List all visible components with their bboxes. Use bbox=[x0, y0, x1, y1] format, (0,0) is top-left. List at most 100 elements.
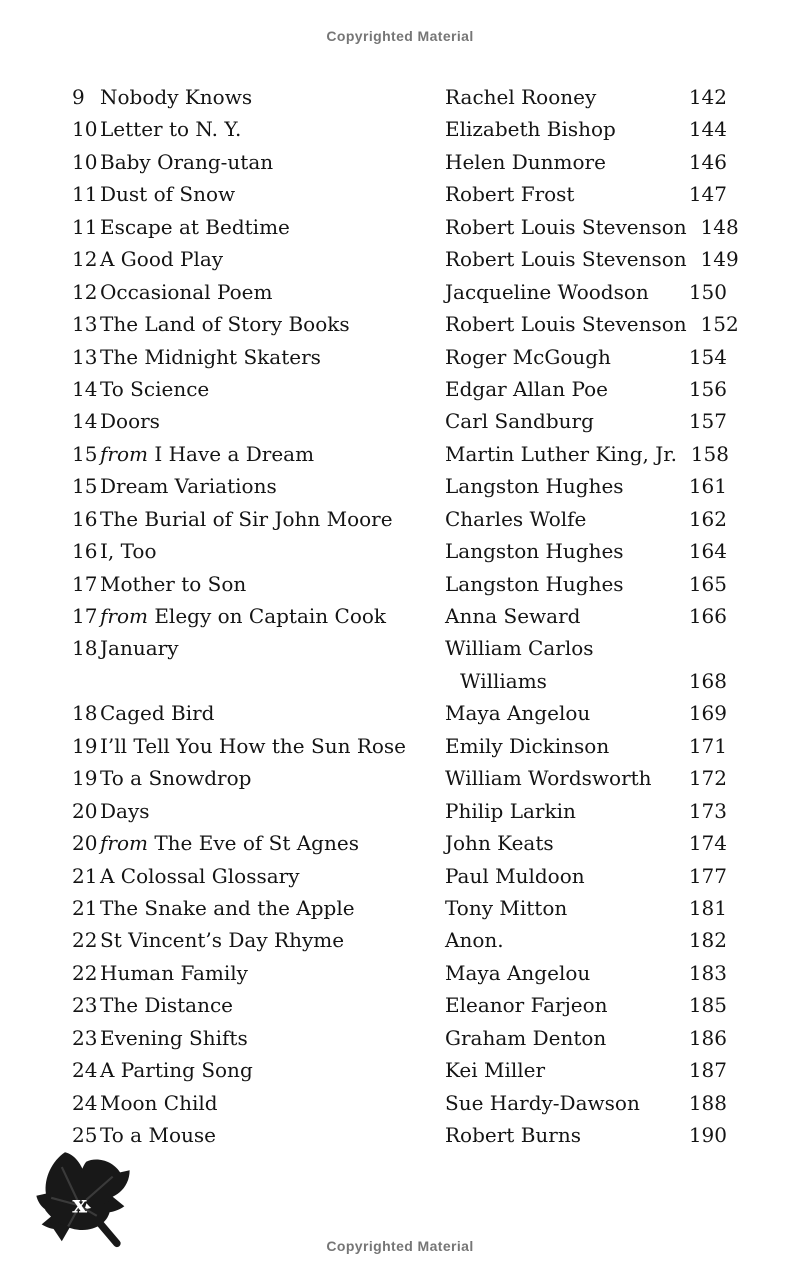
entry-day: 25 bbox=[72, 1123, 98, 1147]
entry-title: Occasional Poem bbox=[100, 279, 273, 304]
entry-day: 16 bbox=[72, 539, 98, 564]
entry-page: 154 bbox=[688, 344, 727, 369]
entry-title: Mother to Son bbox=[100, 571, 247, 596]
toc-row: 23 The Distance Eleanor Farjeon 185 bbox=[72, 989, 727, 1021]
entry-page: 149 bbox=[700, 247, 739, 272]
toc-row: 11 Escape at Bedtime Robert Louis Steven… bbox=[72, 211, 739, 243]
entry-title: The Midnight Skaters bbox=[100, 344, 321, 369]
toc-row: 22 St Vincent’s Day Rhyme Anon. 182 bbox=[72, 924, 727, 956]
entry-author: Williams bbox=[460, 668, 547, 693]
toc-row: 17 from Elegy on Captain Cook Anna Sewar… bbox=[72, 600, 727, 632]
entry-day: 21 bbox=[72, 863, 98, 888]
entry-title: Doors bbox=[100, 409, 160, 434]
entry-author: Rachel Rooney bbox=[445, 85, 597, 109]
footer-copyright-notice: Copyrighted Material bbox=[326, 1238, 474, 1254]
entry-day: 17 bbox=[72, 571, 98, 596]
entry-title: Dust of Snow bbox=[100, 182, 236, 207]
entry-title: Baby Orang-utan bbox=[100, 149, 274, 174]
entry-title: A Colossal Glossary bbox=[100, 863, 300, 888]
entry-title: from I Have a Dream bbox=[100, 441, 315, 466]
entry-title: Moon Child bbox=[100, 1090, 218, 1115]
entry-page: 181 bbox=[688, 895, 727, 920]
toc-row: 20 Days Philip Larkin 173 bbox=[72, 795, 727, 827]
entry-title: I, Too bbox=[100, 539, 157, 564]
toc-row: Williams 168 bbox=[72, 665, 727, 697]
entry-page: 171 bbox=[688, 733, 727, 758]
entry-day: 14 bbox=[72, 409, 98, 434]
entry-author: Jacqueline Woodson bbox=[445, 279, 649, 304]
entry-page: 172 bbox=[688, 766, 727, 791]
entry-author: Robert Louis Stevenson bbox=[445, 312, 687, 337]
entry-page: 188 bbox=[688, 1090, 727, 1115]
toc-row: 20 from The Eve of St Agnes John Keats 1… bbox=[72, 827, 727, 859]
entry-day: 15 bbox=[72, 441, 98, 466]
entry-day: 13 bbox=[72, 344, 98, 369]
entry-day: 9 bbox=[72, 85, 85, 109]
entry-author: Roger McGough bbox=[445, 344, 611, 369]
entry-page: 165 bbox=[688, 571, 727, 596]
entry-title bbox=[100, 665, 445, 697]
entry-author: Martin Luther King, Jr. bbox=[445, 441, 677, 466]
entry-day: 18 bbox=[72, 701, 98, 726]
entry-title: A Parting Song bbox=[100, 1058, 253, 1083]
toc-row: 10 Baby Orang-utan Helen Dunmore 146 bbox=[72, 146, 727, 178]
toc-row: 12 Occasional Poem Jacqueline Woodson 15… bbox=[72, 276, 727, 308]
entry-author: Langston Hughes bbox=[445, 571, 624, 596]
toc-row: 14 To Science Edgar Allan Poe 156 bbox=[72, 373, 727, 405]
toc-row: 15 Dream Variations Langston Hughes 161 bbox=[72, 470, 727, 502]
entry-author: Robert Burns bbox=[445, 1123, 581, 1147]
entry-day: 12 bbox=[72, 279, 98, 304]
toc-row: 19 To a Snowdrop William Wordsworth 172 bbox=[72, 762, 727, 794]
toc-row: 13 The Midnight Skaters Roger McGough 15… bbox=[72, 341, 727, 373]
toc-row: 9 Nobody Knows Rachel Rooney 142 bbox=[72, 81, 727, 113]
toc-row: 25 To a Mouse Robert Burns 190 bbox=[72, 1119, 727, 1151]
entry-author: Eleanor Farjeon bbox=[445, 993, 608, 1018]
toc-row: 15 from I Have a Dream Martin Luther Kin… bbox=[72, 438, 729, 470]
toc-list: 9 Nobody Knows Rachel Rooney 142 10 Lett… bbox=[72, 81, 739, 1151]
entry-page: 157 bbox=[688, 409, 727, 434]
entry-page: 177 bbox=[688, 863, 727, 888]
entry-day: 24 bbox=[72, 1090, 98, 1115]
toc-row: 14 Doors Carl Sandburg 157 bbox=[72, 405, 727, 437]
entry-page: 150 bbox=[688, 279, 727, 304]
entry-day: 15 bbox=[72, 474, 98, 499]
entry-day: 22 bbox=[72, 960, 98, 985]
entry-page: 186 bbox=[688, 1025, 727, 1050]
entry-author: John Keats bbox=[445, 831, 554, 856]
entry-page: 148 bbox=[700, 214, 739, 239]
entry-title: Days bbox=[100, 798, 150, 823]
entry-author: Paul Muldoon bbox=[445, 863, 585, 888]
entry-title: Caged Bird bbox=[100, 701, 215, 726]
entry-day: 11 bbox=[72, 214, 98, 239]
entry-day: 24 bbox=[72, 1058, 98, 1083]
toc-row: 11 Dust of Snow Robert Frost 147 bbox=[72, 178, 727, 210]
leaf-ornament-icon: x bbox=[30, 1148, 136, 1254]
entry-title: Escape at Bedtime bbox=[100, 214, 290, 239]
entry-author: Edgar Allan Poe bbox=[445, 376, 608, 401]
entry-page: 168 bbox=[688, 668, 727, 693]
toc-row: 16 I, Too Langston Hughes 164 bbox=[72, 535, 727, 567]
entry-title: The Snake and the Apple bbox=[100, 895, 355, 920]
entry-page: 187 bbox=[688, 1058, 727, 1083]
entry-day: 23 bbox=[72, 1025, 98, 1050]
entry-page: 144 bbox=[688, 117, 727, 142]
entry-page: 173 bbox=[688, 798, 727, 823]
entry-author: Charles Wolfe bbox=[445, 506, 587, 531]
entry-page: 185 bbox=[688, 993, 727, 1018]
toc-row: 10 Letter to N. Y. Elizabeth Bishop 144 bbox=[72, 113, 727, 145]
entry-title: January bbox=[100, 636, 179, 661]
toc-row: 24 Moon Child Sue Hardy-Dawson 188 bbox=[72, 1087, 727, 1119]
entry-day bbox=[72, 665, 100, 697]
leaf-veins bbox=[50, 1166, 114, 1227]
entry-title: from Elegy on Captain Cook bbox=[100, 604, 387, 628]
entry-title: The Land of Story Books bbox=[100, 312, 350, 337]
entry-day: 16 bbox=[72, 506, 98, 531]
entry-title: The Distance bbox=[100, 993, 233, 1018]
entry-page: 174 bbox=[688, 831, 727, 856]
entry-author: Helen Dunmore bbox=[445, 149, 606, 174]
entry-author: Robert Louis Stevenson bbox=[445, 247, 687, 272]
entry-page: 158 bbox=[690, 441, 729, 466]
toc-row: 24 A Parting Song Kei Miller 187 bbox=[72, 1054, 727, 1086]
entry-title: Human Family bbox=[100, 960, 248, 985]
entry-author: Philip Larkin bbox=[445, 798, 576, 823]
